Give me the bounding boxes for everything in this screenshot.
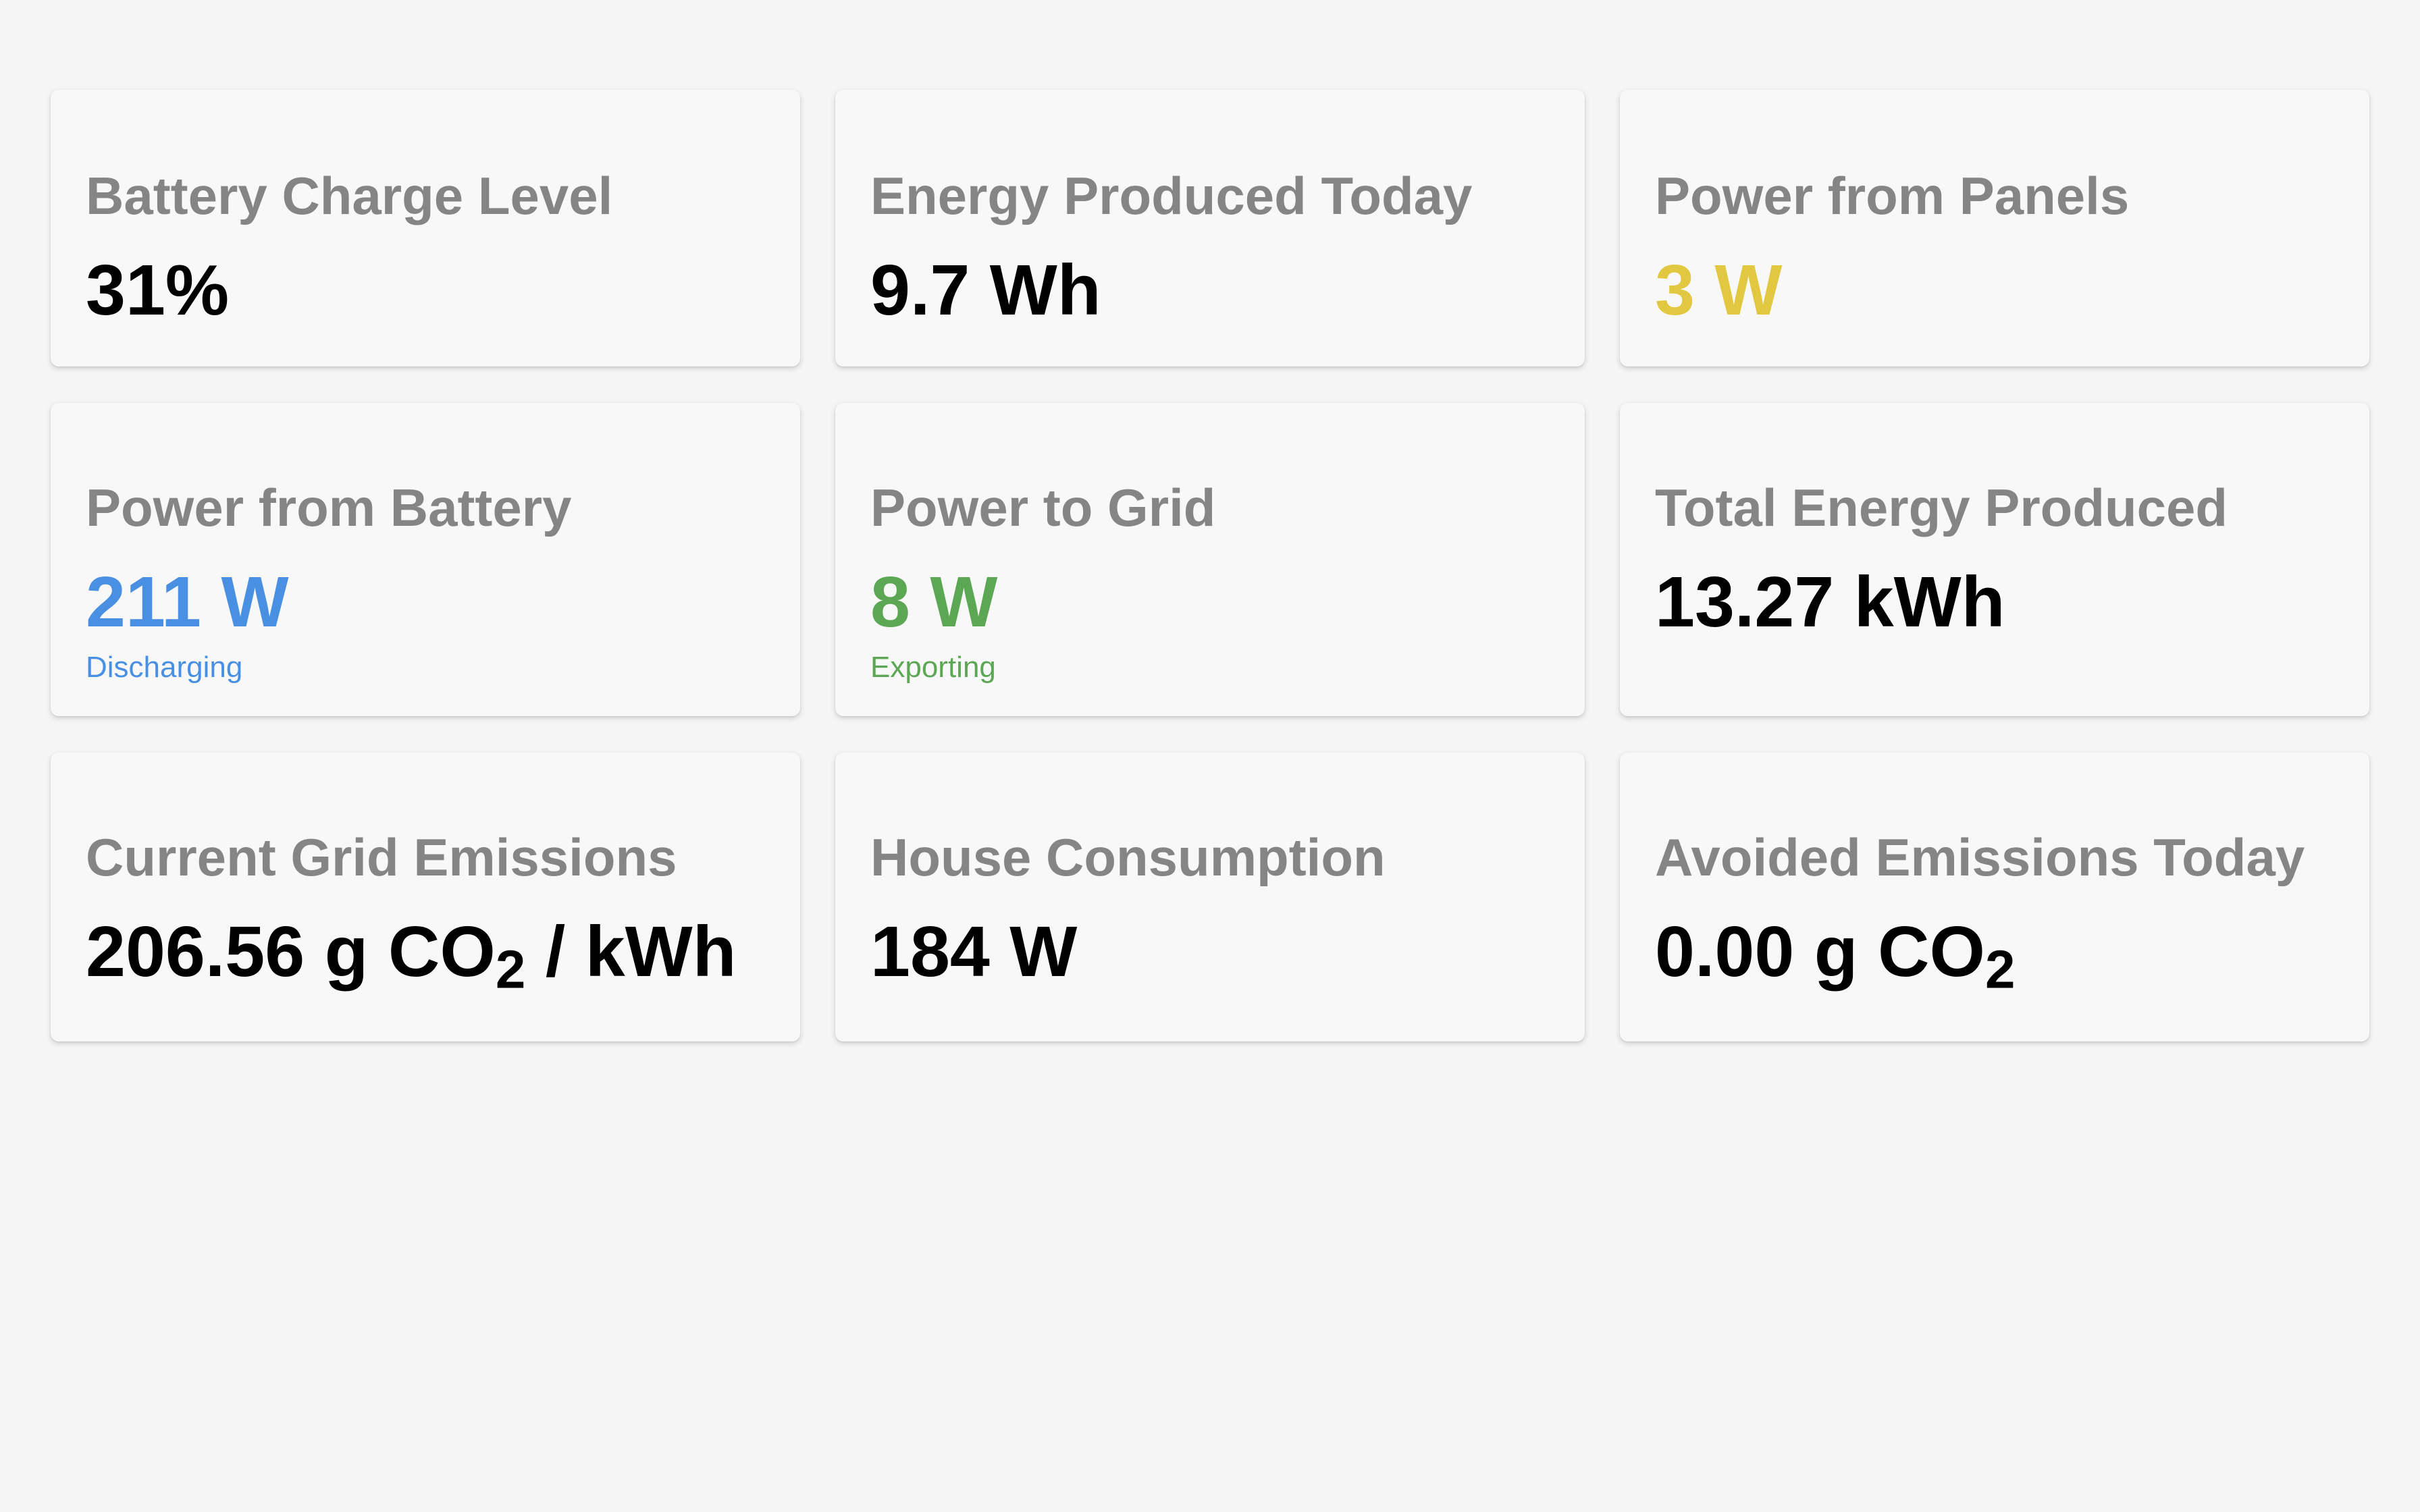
status-text: Discharging: [86, 651, 243, 684]
card-power-to-grid: Power to Grid 8 W Exporting: [835, 403, 1585, 716]
card-label: Battery Charge Level: [86, 166, 613, 225]
card-power-from-battery: Power from Battery 211 W Discharging: [51, 403, 800, 716]
value-main: 0.00 g CO: [1655, 912, 1985, 992]
card-value: 211 W: [86, 562, 289, 642]
card-label: Power from Panels: [1655, 166, 2130, 225]
card-house-consumption: House Consumption 184 W: [835, 753, 1585, 1042]
card-label: Total Energy Produced: [1655, 478, 2228, 537]
card-value: 9.7 Wh: [870, 250, 1101, 330]
status-text: Exporting: [870, 651, 996, 684]
value-unit: / kWh: [525, 912, 737, 992]
card-label: House Consumption: [870, 828, 1386, 887]
card-label: Current Grid Emissions: [86, 828, 677, 887]
value-subscript: 2: [1984, 939, 2016, 1000]
value-subscript: 2: [495, 939, 526, 1000]
card-label: Power to Grid: [870, 478, 1216, 537]
card-value: 0.00 g CO2: [1655, 916, 2334, 996]
card-value: 184 W: [870, 912, 1078, 992]
card-energy-produced-today: Energy Produced Today 9.7 Wh: [835, 90, 1585, 367]
card-value: 206.56 g CO2 / kWh: [86, 916, 765, 996]
card-total-energy-produced: Total Energy Produced 13.27 kWh: [1620, 403, 2369, 716]
card-value: 8 W: [870, 562, 998, 642]
dashboard-grid: Battery Charge Level 31% Energy Produced…: [51, 90, 2369, 1042]
card-value: 31%: [86, 250, 230, 330]
card-battery-charge-level: Battery Charge Level 31%: [51, 90, 800, 367]
card-label: Energy Produced Today: [870, 166, 1473, 225]
card-label: Avoided Emissions Today: [1655, 828, 2305, 887]
card-avoided-emissions-today: Avoided Emissions Today 0.00 g CO2: [1620, 753, 2369, 1042]
value-main: 206.56 g CO: [86, 912, 496, 992]
card-label: Power from Battery: [86, 478, 572, 537]
card-current-grid-emissions: Current Grid Emissions 206.56 g CO2 / kW…: [51, 753, 800, 1042]
card-power-from-panels: Power from Panels 3 W: [1620, 90, 2369, 367]
card-value: 13.27 kWh: [1655, 562, 2005, 642]
card-value: 3 W: [1655, 250, 1783, 330]
